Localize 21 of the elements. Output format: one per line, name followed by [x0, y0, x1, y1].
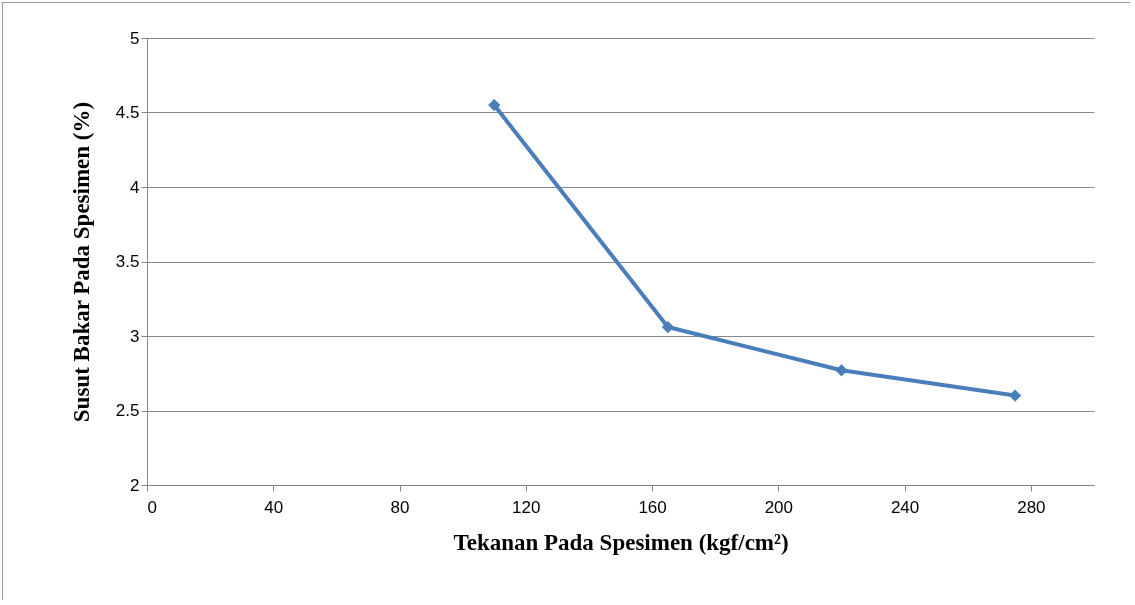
x-tick-label: 0 — [147, 497, 157, 517]
y-axis-title: Susut Bakar Pada Spesimen (%) — [68, 101, 94, 423]
y-tick-label: 5 — [130, 28, 140, 48]
y-tick-label: 2.5 — [115, 401, 140, 420]
x-tick-label: 240 — [890, 497, 920, 517]
x-tick-label: 80 — [390, 497, 410, 517]
x-axis-title: Tekanan Pada Spesimen (kgf/cm²) — [453, 529, 789, 555]
x-tick-label: 40 — [264, 497, 284, 517]
point — [835, 364, 848, 377]
y-tick-label: 3.5 — [115, 252, 140, 271]
point — [488, 98, 501, 112]
x-tick-label: 160 — [638, 497, 667, 517]
y-tick-label: 2 — [130, 475, 140, 495]
point — [661, 320, 674, 334]
x-tick-label: 280 — [1017, 497, 1046, 517]
y-tick-label: 3 — [130, 326, 140, 346]
x-tick-label: 200 — [764, 497, 794, 517]
point — [1008, 389, 1022, 402]
y-tick-label: 4.5 — [115, 103, 140, 122]
y-tick-label: 4 — [130, 177, 140, 197]
x-tick-label: 120 — [512, 497, 541, 517]
